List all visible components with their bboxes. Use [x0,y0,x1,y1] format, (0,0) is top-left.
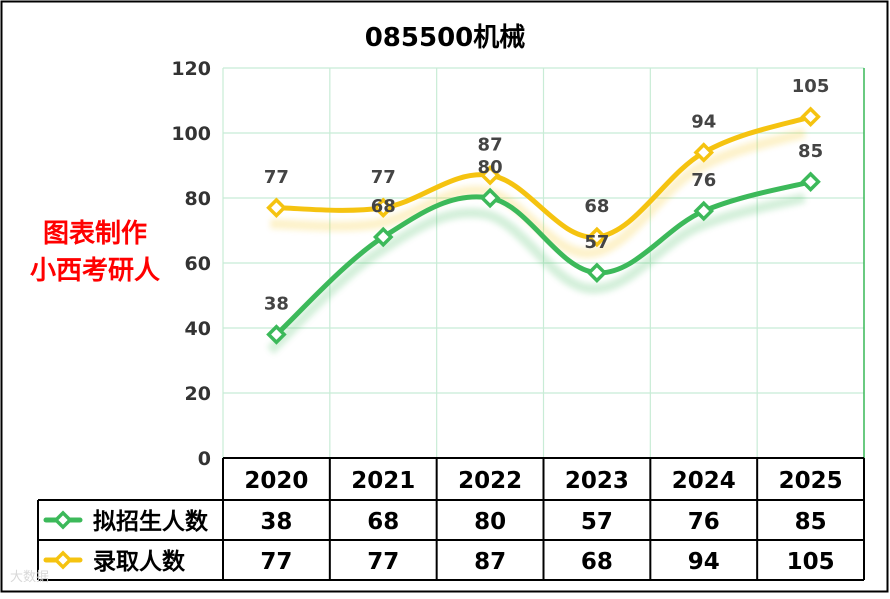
legend-swatch-marker [53,550,73,570]
series-shadow-0 [267,192,806,355]
x-category-label: 2025 [779,468,843,494]
y-tick-label: 100 [171,123,211,145]
series-markers [266,106,821,345]
y-tick-label: 60 [185,253,211,275]
x-category-label: 2020 [244,468,308,494]
x-category-label: 2024 [672,468,736,494]
data-point-marker [586,226,608,248]
table-cell-value: 76 [688,509,720,535]
data-label: 87 [478,134,503,155]
data-label: 105 [792,76,830,97]
table-cell-value: 77 [367,549,399,575]
table-cell-value: 80 [474,509,506,535]
grid [222,67,865,459]
data-label: 85 [798,141,823,162]
x-category-label: 2022 [458,468,522,494]
table-cell-value: 87 [474,549,506,575]
legend-series-name: 拟招生人数 [93,508,209,535]
y-tick-label: 40 [185,318,211,340]
data-label: 38 [264,294,289,315]
data-label: 57 [584,232,609,253]
chart-title: 085500机械 [365,23,526,53]
series-shadow-1 [270,127,807,259]
y-tick-label: 20 [185,383,211,405]
data-point-marker [372,197,394,219]
y-tick-label: 0 [198,448,211,470]
data-label: 94 [691,112,716,133]
table-cell-value: 68 [367,509,399,535]
table-cell-value: 94 [688,549,720,575]
table-cell-value: 38 [260,509,292,535]
watermark: 大数据 [10,569,50,584]
data-point-marker [479,164,501,186]
data-point-marker [693,200,715,222]
data-label: 80 [478,157,503,178]
data-point-marker [693,142,715,163]
y-axis-ticks: 0 20 40 60 80 100 120 [171,58,211,470]
x-category-label: 2023 [565,468,629,494]
data-label: 68 [371,196,396,217]
data-point-marker [800,171,821,193]
side-text-line-1: 图表制作 [43,219,147,249]
legend-series-name: 录取人数 [93,549,186,575]
line-shadows [267,127,807,355]
table-cell-value: 85 [795,509,827,535]
data-point-marker [266,197,287,219]
table-cell-value: 77 [260,549,292,575]
data-point-marker [800,106,821,128]
data-label: 68 [584,196,609,217]
data-point-marker [586,262,608,284]
data-point-marker [266,324,287,345]
side-text-line-2: 小西考研人 [30,256,160,286]
y-tick-label: 120 [171,58,211,80]
legend-swatch-marker [53,510,73,530]
data-point-marker [372,226,394,248]
x-category-label: 2021 [351,468,415,494]
data-label: 77 [371,167,396,188]
table-cell-value: 68 [581,549,613,575]
table-cell-value: 57 [581,509,613,535]
table-cell-value: 105 [787,549,835,575]
data-labels: 38 68 80 57 76 85 77 77 87 68 94 105 [264,76,829,315]
data-label: 77 [264,167,289,188]
data-label: 76 [691,170,716,191]
y-tick-label: 80 [185,188,211,210]
data-point-marker [479,187,501,209]
data-table: 2020 2021 2022 2023 2024 2025 拟招生人数 38 68 80 57 76 8… [37,457,865,581]
